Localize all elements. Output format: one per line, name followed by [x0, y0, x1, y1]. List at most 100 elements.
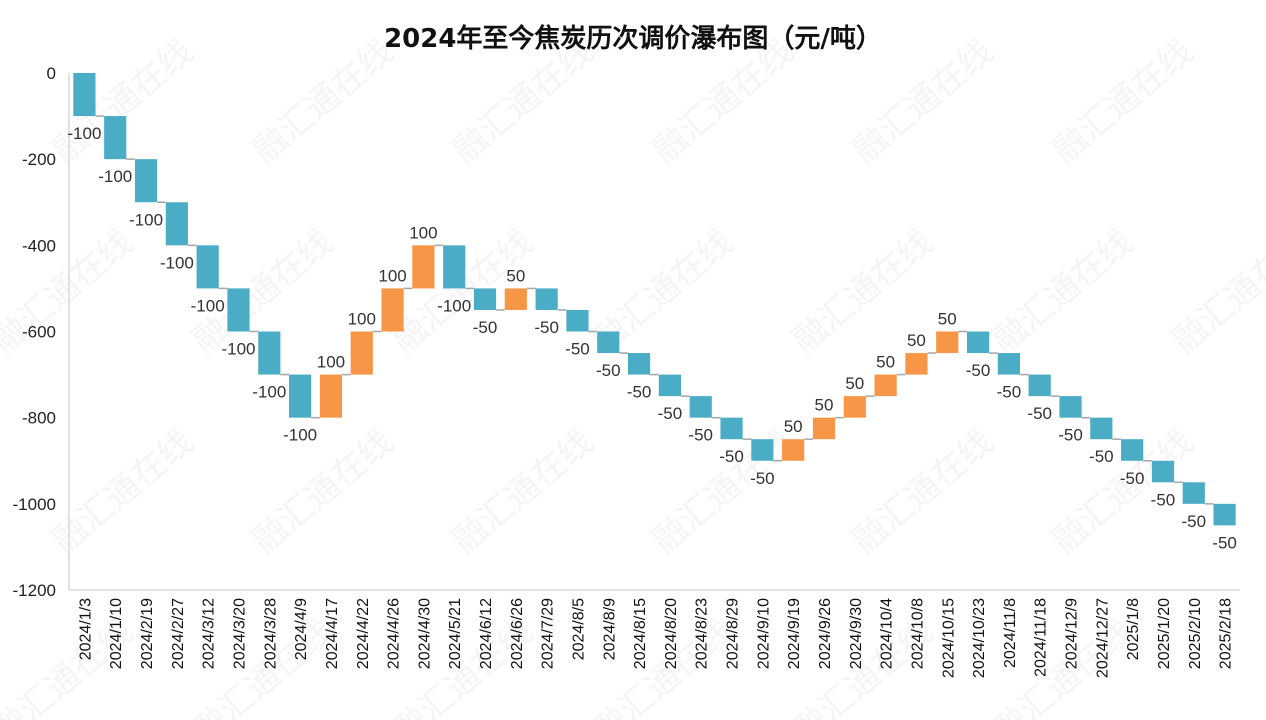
- y-tick-label: -1200: [13, 581, 56, 600]
- bar-decrease: [720, 417, 743, 440]
- data-label: -50: [1151, 490, 1176, 509]
- connector-layer: [95, 115, 1214, 505]
- watermark-text: 融汇通在线: [845, 422, 1001, 562]
- x-tick-label: 2024/3/20: [231, 598, 248, 669]
- watermark-text: 融汇通在线: [245, 422, 401, 562]
- x-tick-label: 2025/2/18: [1218, 598, 1235, 669]
- x-tick-label: 2025/1/8: [1125, 598, 1142, 660]
- bar-decrease: [1213, 503, 1236, 526]
- bar-decrease: [751, 439, 774, 461]
- bar-increase: [812, 417, 836, 440]
- x-tick-label: 2024/12/27: [1094, 598, 1111, 678]
- bar-increase: [381, 288, 404, 332]
- bar-increase: [905, 353, 928, 375]
- x-tick-label: 2024/4/26: [386, 598, 403, 669]
- watermark-text: 融汇通在线: [645, 422, 801, 562]
- data-label: -50: [658, 404, 683, 423]
- data-label: -50: [596, 361, 621, 380]
- data-label: 50: [815, 396, 834, 415]
- bar-decrease: [227, 288, 250, 332]
- bar-decrease: [627, 353, 651, 375]
- watermark-text: 融汇通在线: [445, 32, 601, 172]
- data-label: 100: [317, 353, 345, 372]
- bar-decrease: [566, 309, 589, 332]
- bar-decrease: [196, 245, 219, 289]
- data-label: -50: [1120, 469, 1145, 488]
- data-label: -50: [627, 383, 652, 402]
- data-label: -50: [1181, 512, 1206, 531]
- watermark-text: 融汇通在线: [985, 222, 1141, 362]
- x-tick-label: 2024/10/23: [971, 598, 988, 678]
- bar-increase: [504, 288, 527, 310]
- data-label: -50: [1058, 426, 1083, 445]
- bar-decrease: [165, 202, 188, 246]
- axes-layer: [68, 73, 1240, 591]
- data-label: -50: [1027, 404, 1052, 423]
- bar-increase: [874, 374, 897, 397]
- data-label: -50: [966, 361, 991, 380]
- x-tick-label: 2024/12/9: [1064, 598, 1081, 669]
- data-label: 50: [784, 417, 803, 436]
- data-label: -50: [750, 469, 775, 488]
- data-label: -100: [67, 124, 101, 143]
- watermark-text: 融汇通在线: [445, 422, 601, 562]
- bar-decrease: [443, 245, 466, 289]
- data-label: -50: [565, 340, 590, 359]
- bar-layer: [73, 73, 1236, 526]
- x-tick-label: 2024/5/21: [447, 598, 464, 669]
- data-label: -100: [191, 296, 225, 315]
- watermark-text: 融汇通在线: [245, 32, 401, 172]
- data-label: -100: [98, 167, 132, 186]
- bar-decrease: [1151, 460, 1175, 483]
- x-tick-label: 2024/10/8: [909, 598, 926, 669]
- bar-decrease: [997, 353, 1020, 375]
- bar-increase: [350, 331, 373, 375]
- x-tick-label: 2024/2/19: [139, 598, 156, 669]
- bar-decrease: [73, 73, 96, 117]
- bar-decrease: [966, 331, 990, 354]
- x-tick-label: 2024/9/10: [755, 598, 772, 669]
- bar-decrease: [473, 288, 497, 310]
- y-tick-label: 0: [47, 64, 56, 83]
- watermark-text: 融汇通在线: [645, 32, 801, 172]
- data-label: -50: [688, 426, 713, 445]
- y-tick-label: -200: [22, 150, 56, 169]
- x-tick-label: 2024/2/27: [170, 598, 187, 669]
- bar-decrease: [658, 374, 682, 397]
- data-label: -100: [129, 210, 163, 229]
- data-label: 50: [938, 310, 957, 329]
- data-label: -100: [437, 296, 471, 315]
- data-label: 50: [907, 331, 926, 350]
- data-label: -50: [1212, 533, 1237, 552]
- y-axis-tick-layer: 0 -200 -400 -600 -800 -1000 -1200: [13, 64, 56, 600]
- bar-decrease: [289, 374, 312, 418]
- x-tick-label: 2025/1/20: [1156, 598, 1173, 669]
- data-label: 50: [876, 353, 895, 372]
- bar-decrease: [597, 331, 620, 354]
- bar-decrease: [104, 116, 127, 160]
- x-tick-label: 2024/10/4: [879, 598, 896, 669]
- x-tick-label: 2025/2/10: [1187, 598, 1204, 669]
- x-tick-label: 2024/11/18: [1033, 598, 1050, 677]
- x-tick-label: 2024/8/5: [570, 598, 587, 660]
- watermark-text: 融汇通在线: [1165, 222, 1266, 362]
- watermark-text: 融汇通在线: [845, 32, 1001, 172]
- x-tick-label: 2024/11/8: [1002, 598, 1019, 668]
- x-tick-label: 2024/4/22: [355, 598, 372, 669]
- data-label: 100: [409, 223, 437, 242]
- bar-decrease: [689, 396, 712, 418]
- data-label: -100: [221, 340, 255, 359]
- x-tick-label: 2024/8/29: [725, 598, 742, 669]
- x-tick-label: 2024/1/3: [77, 598, 94, 660]
- x-tick-label: 2024/3/28: [262, 598, 279, 669]
- data-label: 100: [348, 310, 376, 329]
- bar-decrease: [1059, 396, 1082, 418]
- data-label: 100: [378, 266, 406, 285]
- y-tick-label: -600: [22, 323, 56, 342]
- bar-increase: [843, 396, 866, 418]
- x-tick-label: 2024/9/19: [786, 598, 803, 669]
- data-label: -100: [252, 383, 286, 402]
- data-label-layer: -100 -100 -100 -100 -100 -100 -100 -100 100 100 10…: [67, 124, 1236, 552]
- x-tick-label: 2024/6/12: [478, 598, 495, 669]
- x-tick-label: 2024/3/12: [201, 598, 218, 669]
